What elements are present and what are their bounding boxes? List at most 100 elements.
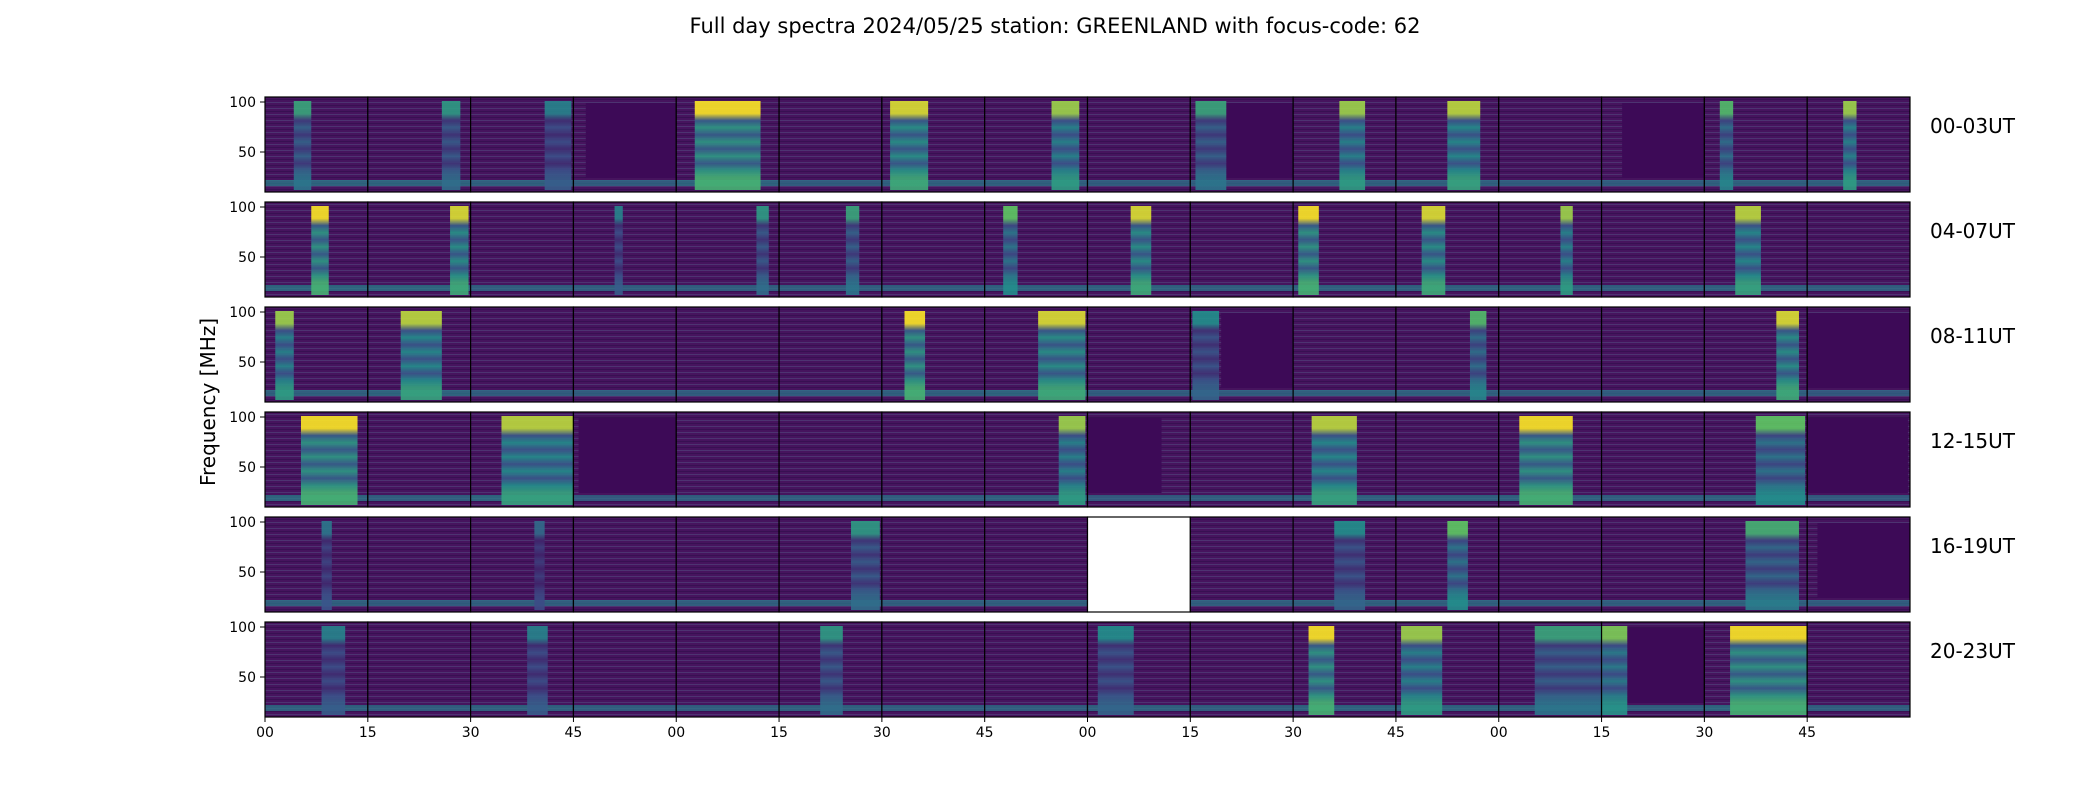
burst-band [1601,626,1628,715]
suppressed-region [578,418,677,493]
burst-band [275,311,294,400]
x-tick-label: 15 [359,725,377,741]
low-frequency-band [779,285,882,291]
spectrum-panel [264,516,369,613]
panel-texture [676,307,780,402]
spectrum-panel [1806,306,1911,403]
spectrum-panel [1189,306,1294,403]
burst-band [1298,206,1319,295]
panel-texture [1807,622,1910,717]
suppressed-region [1226,103,1294,178]
panel-texture [367,517,471,612]
panel-frame [1806,96,1911,193]
burst-band [1755,416,1806,505]
burst-band [1843,101,1857,190]
suppressed-region [1221,313,1294,388]
spectrum-panel [1806,201,1911,298]
spectrum-panel [1703,621,1808,718]
low-frequency-band [1601,180,1705,186]
spectrum-panel [367,621,472,718]
x-tick-label: 30 [1284,725,1302,741]
spectrum-panel [572,201,677,298]
burst-band [400,311,442,400]
spectrum-panel [470,201,575,298]
spectrum-panel [675,201,780,298]
row-time-label: 12-15UT [1930,429,2016,453]
suppressed-region [1807,418,1908,493]
spectrum-panel [881,411,986,508]
spectrum-panel [1498,621,1603,718]
burst-band [1560,206,1573,295]
spectra-row [264,411,1911,508]
spectrum-panel [1292,411,1397,508]
spectra-row [264,201,1911,298]
low-frequency-band [573,495,677,501]
spectrum-panel [778,201,883,298]
spectrum-panel [778,306,883,403]
x-tick-label: 45 [976,725,994,741]
row-time-label: 00-03UT [1930,114,2016,138]
spectrum-panel [881,516,986,613]
spectrum-panel [572,621,677,718]
burst-band [1051,101,1080,190]
low-frequency-band [984,285,1088,291]
spectra-row [264,621,1911,718]
low-frequency-band [1601,600,1705,606]
y-tick-label: 50 [238,355,256,371]
panel-texture [881,412,985,507]
spectrum-panel [367,411,472,508]
low-frequency-band [984,705,1088,711]
spectrum-panel [264,411,369,508]
x-tick-label: 45 [1798,725,1816,741]
spectrum-panel [572,516,677,613]
panel-frame [1806,621,1911,718]
low-frequency-band [573,180,677,186]
low-frequency-band [1190,600,1294,606]
spectrum-panel [984,516,1089,613]
row-time-label: 20-23UT [1930,639,2016,663]
burst-band [1447,101,1481,190]
burst-band [300,416,358,505]
low-frequency-band [1395,495,1499,501]
burst-band [1097,626,1134,715]
low-frequency-band [470,600,574,606]
panel-texture [470,307,574,402]
spectrum-panel [1395,96,1500,193]
low-frequency-band [573,390,677,396]
row-time-label: 08-11UT [1930,324,2016,348]
spectrum-panel [1498,306,1603,403]
spectrum-panel [984,411,1089,508]
y-axis-label: Frequency [MHz] [196,318,220,486]
panel-texture [1601,517,1705,612]
burst-band [1130,206,1152,295]
spectrum-panel [470,621,575,718]
low-frequency-band [1601,390,1705,396]
spectrum-panel [1395,411,1500,508]
burst-band [904,311,926,400]
burst-band [756,206,769,295]
panel-texture [881,202,985,297]
y-tick-label: 100 [229,200,256,216]
burst-band [1195,101,1227,190]
burst-band [614,206,623,295]
burst-band [1735,206,1761,295]
low-frequency-band [779,600,882,606]
panel-texture [573,202,677,297]
panel-frame [1806,201,1911,298]
burst-band [1447,521,1468,610]
panel-frame [1806,516,1911,613]
spectrum-panel [1086,201,1191,298]
spectrum-panel [264,96,369,193]
y-tick-label: 50 [238,460,256,476]
spectrum-panel [470,306,575,403]
panel-texture [573,517,677,612]
spectrum-panel [1600,96,1705,193]
burst-band [544,101,572,190]
low-frequency-band [1395,390,1499,396]
panel-texture [676,622,780,717]
low-frequency-band [1190,390,1294,396]
panel-texture [573,622,677,717]
low-frequency-band [984,390,1088,396]
low-frequency-band [1498,600,1602,606]
